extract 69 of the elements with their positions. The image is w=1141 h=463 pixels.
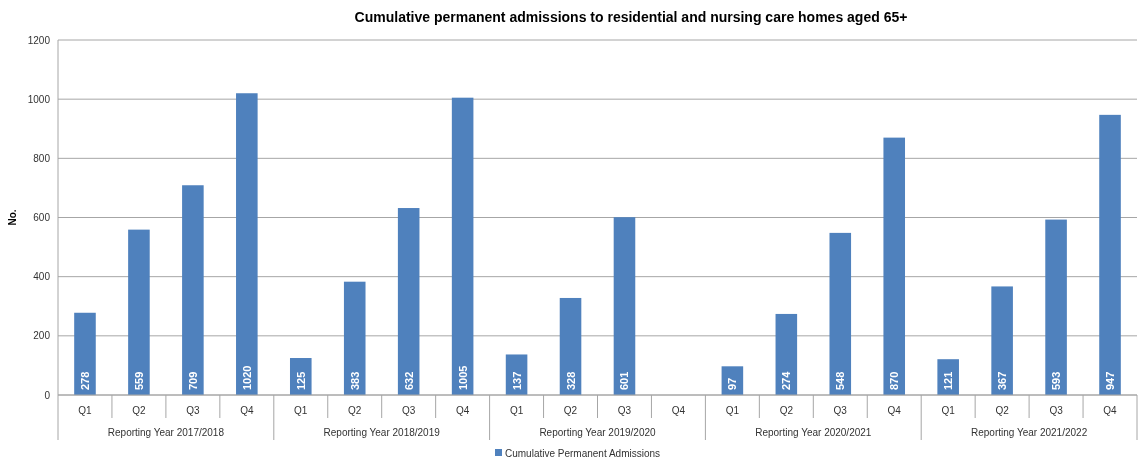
x-tick-label: Q3 <box>186 404 200 416</box>
bar <box>559 297 582 395</box>
data-label: 97 <box>726 377 739 390</box>
data-label: 632 <box>402 371 415 390</box>
legend-label: Cumulative Permanent Admissions <box>505 447 661 459</box>
data-label: 709 <box>186 371 199 390</box>
text: Reporting Year 2018/2019 <box>323 426 441 438</box>
x-tick-label: Q2 <box>563 404 578 416</box>
x-tick-label: Q4 <box>671 404 686 416</box>
x-tick-label: Q4 <box>1103 404 1118 416</box>
x-tick-label: Q2 <box>348 404 362 416</box>
x-tick-label: Q4 <box>240 404 254 416</box>
x-tick-label: Q3 <box>1049 404 1064 416</box>
bar <box>128 229 150 395</box>
x-tick-label: Q2 <box>995 404 1010 416</box>
data-label: 947 <box>1104 371 1117 390</box>
text: Reporting Year 2019/2020 <box>539 426 657 438</box>
y-tick-label: 400 <box>33 271 51 283</box>
y-tick-label: 600 <box>33 212 51 223</box>
data-label: 125 <box>294 371 307 390</box>
x-tick-label: Q4 <box>887 404 902 416</box>
text: Reporting Year 2021/2022 <box>970 426 1088 438</box>
data-label: 274 <box>780 370 793 390</box>
x-tick-label: Q1 <box>294 404 308 416</box>
x-tick-label: Q2 <box>132 404 147 416</box>
bar <box>182 185 204 395</box>
x-tick-label: Q1 <box>941 404 956 416</box>
y-tick-label: 1200 <box>27 34 51 46</box>
bar <box>343 281 366 395</box>
x-tick-label: Q1 <box>509 404 524 416</box>
y-tick-label: 800 <box>33 152 51 164</box>
bar <box>613 217 636 395</box>
data-label: 383 <box>348 371 361 390</box>
data-label: 548 <box>834 371 847 390</box>
bar <box>397 208 420 395</box>
y-tick-label: 1000 <box>27 93 51 105</box>
data-label: 601 <box>618 371 631 390</box>
data-label: 328 <box>564 371 577 390</box>
y-tick-label: 0 <box>44 389 51 401</box>
bar <box>236 93 258 395</box>
data-label: 1020 <box>240 365 253 390</box>
bar <box>1099 114 1121 395</box>
data-label: 1005 <box>456 365 469 390</box>
x-tick-label: Q1 <box>725 404 740 416</box>
y-tick-label: 200 <box>33 330 51 342</box>
x-tick-label: Q3 <box>617 404 632 416</box>
data-label: 278 <box>78 371 91 390</box>
y-axis-title: No. <box>7 209 18 226</box>
x-tick-label: Q3 <box>833 404 848 416</box>
data-label: 137 <box>510 371 523 390</box>
x-tick-label: Q4 <box>455 404 470 416</box>
bar <box>74 312 96 395</box>
bar <box>1045 219 1067 395</box>
chart-title: Cumulative permanent admissions to residential and nursing care homes aged 65+ <box>354 9 908 25</box>
text: Reporting Year 2017/2018 <box>107 426 225 438</box>
data-label: 593 <box>1050 371 1063 390</box>
text: Reporting Year 2020/2021 <box>755 426 872 438</box>
bar <box>829 232 852 395</box>
data-label: 121 <box>942 371 955 390</box>
bar <box>451 97 474 395</box>
bar <box>775 313 798 395</box>
bar <box>883 137 906 395</box>
x-tick-label: Q1 <box>78 404 93 416</box>
x-tick-label: Q3 <box>402 404 416 416</box>
data-label: 559 <box>132 371 145 390</box>
x-tick-label: Q2 <box>779 404 794 416</box>
data-label: 367 <box>996 371 1009 390</box>
data-label: 870 <box>888 371 901 390</box>
bar <box>991 286 1013 395</box>
